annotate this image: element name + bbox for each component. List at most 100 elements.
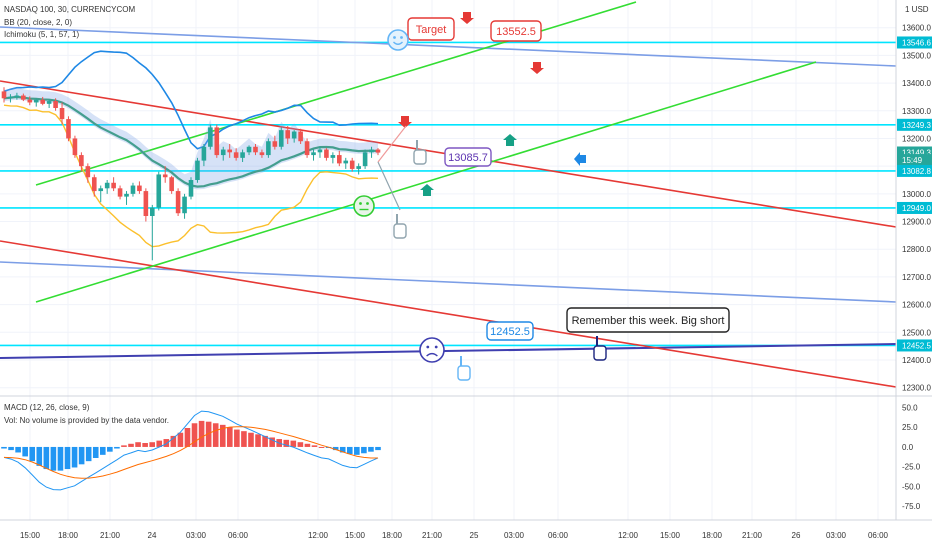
candle-body <box>27 99 33 103</box>
candle-body <box>143 191 149 216</box>
time-tick-label: 12:00 <box>618 531 639 540</box>
macd-bar <box>114 446 120 449</box>
down-arrow-icon <box>398 116 412 128</box>
neutral-face-icon <box>353 195 375 217</box>
sad-face-icon <box>419 337 445 363</box>
macd-tick-label: 50.0 <box>902 403 918 412</box>
macd-bar <box>191 423 198 447</box>
macd-bar <box>71 446 78 468</box>
macd-bar <box>22 446 28 457</box>
price-callout-12452 <box>486 321 534 341</box>
macd-bar <box>170 435 177 447</box>
macd-tick-label: 0.0 <box>902 443 914 452</box>
time-tick-label: 18:00 <box>58 531 79 540</box>
macd-bar <box>290 440 297 447</box>
candle-body <box>324 149 329 158</box>
candle-body <box>8 96 13 99</box>
candle-body <box>117 188 123 197</box>
time-tick-label: 06:00 <box>228 531 249 540</box>
candle-body <box>266 141 271 156</box>
macd-bar <box>234 429 240 447</box>
macd-bar <box>332 446 339 451</box>
macd-bar <box>248 432 254 447</box>
macd-bar <box>304 443 311 447</box>
candle-body <box>298 131 303 142</box>
price-tag-text: 13149.3 <box>902 149 931 158</box>
candle-body <box>104 182 110 189</box>
macd-bar <box>135 442 141 447</box>
candle-body <box>362 152 368 167</box>
macd-bar <box>339 446 346 453</box>
note-callout <box>566 307 730 333</box>
target-callout <box>407 17 455 41</box>
candle-body <box>240 152 245 158</box>
candle-body <box>220 149 226 156</box>
macd-bar <box>163 439 170 447</box>
macd-line <box>3 410 379 491</box>
pointing-hand-icon <box>457 365 471 381</box>
candle-body <box>233 152 239 158</box>
macd-line: MACD (12, 26, close, 9) <box>4 403 90 412</box>
price-tick-label: 13000.0 <box>902 190 931 199</box>
candle-body <box>124 193 129 197</box>
candle-body <box>137 185 142 192</box>
candle-body <box>330 155 336 158</box>
macd-bar <box>36 446 43 466</box>
candle-body <box>214 127 220 156</box>
candle-body <box>285 130 291 139</box>
pointing-hand-icon <box>393 223 407 239</box>
macd-bar <box>297 442 304 447</box>
macd-bar <box>177 432 184 447</box>
candle-body <box>349 160 355 169</box>
price-tag <box>897 154 932 167</box>
price-tick-label: 12700.0 <box>902 273 931 282</box>
time-tick-label: 18:00 <box>382 531 403 540</box>
candle-body <box>111 182 116 189</box>
price-tag-text: 13249.3 <box>902 121 931 130</box>
left-arrow-icon <box>574 152 586 166</box>
time-tick-label: 15:00 <box>20 531 41 540</box>
projection-up <box>377 125 407 163</box>
macd-bar <box>262 435 268 447</box>
macd-bar <box>219 424 226 447</box>
macd-bar <box>255 434 261 447</box>
candle-body <box>33 99 39 103</box>
price-tag <box>897 201 932 214</box>
happy-face-icon-eye <box>393 36 396 39</box>
macd-tick-label: 25.0 <box>902 423 918 432</box>
macd-bar <box>29 446 36 462</box>
macd-bar <box>57 446 64 471</box>
time-tick-label: 03:00 <box>504 531 525 540</box>
candle-body <box>40 99 45 104</box>
macd-tick-label: -75.0 <box>902 502 921 511</box>
pointing-hand-icon <box>593 345 607 361</box>
macd-bar <box>78 446 85 465</box>
sad-face-icon-mouth <box>426 352 438 357</box>
macd-bar <box>99 446 106 455</box>
macd-bar <box>92 446 99 458</box>
time-tick-label: 24 <box>148 531 157 540</box>
candle-body <box>46 101 52 104</box>
candle-body <box>375 149 381 153</box>
macd-bar <box>212 423 219 447</box>
macd-bar <box>107 446 113 452</box>
time-tick-label: 18:00 <box>702 531 723 540</box>
price-tick-label: 13500.0 <box>902 51 931 60</box>
price-tag <box>897 339 932 352</box>
time-tick-label: 15:00 <box>345 531 366 540</box>
candle-body <box>66 119 71 139</box>
ichimoku-line: Ichimoku (5, 1, 57, 1) <box>4 30 80 39</box>
macd-bar <box>128 443 134 447</box>
price-tick-label: 13600.0 <box>902 24 931 33</box>
macd-bar <box>1 446 7 449</box>
up-arrow-icon <box>503 134 517 146</box>
candle-body <box>201 146 207 161</box>
time-tick-label: 21:00 <box>422 531 443 540</box>
trendline-blue-top <box>0 26 897 67</box>
candle-body <box>259 152 265 156</box>
price-tick-label: 12600.0 <box>902 301 931 310</box>
price-tick-label: 13400.0 <box>902 79 931 88</box>
price-tag-text: 13546.6 <box>902 38 931 47</box>
candle-body <box>162 174 168 178</box>
macd-bar <box>311 445 318 447</box>
